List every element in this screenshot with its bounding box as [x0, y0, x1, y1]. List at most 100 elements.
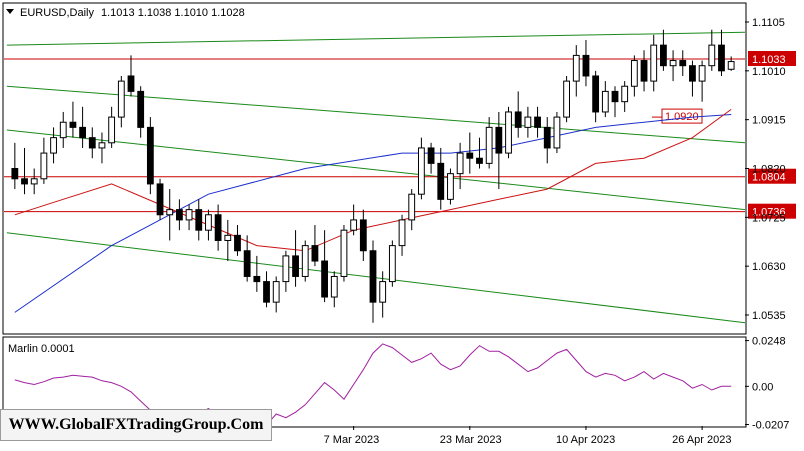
chart-symbol: EURUSD,Daily [20, 7, 94, 19]
candle-body [40, 152, 48, 180]
candle-body [447, 173, 454, 200]
y-tick-label: 1.1010 [752, 66, 786, 78]
candle-body [185, 209, 193, 221]
channel-line [6, 129, 746, 211]
y-tick-label: 1.0915 [752, 115, 786, 127]
marlin-layer [14, 343, 732, 428]
candle-body [137, 90, 145, 128]
candle-body [650, 44, 658, 82]
candle-body [330, 275, 338, 298]
candle-body [350, 219, 358, 231]
x-tick-label: 7 Mar 2023 [324, 434, 380, 446]
candle-body [563, 80, 571, 118]
candle-body [59, 121, 67, 139]
candle-body [388, 245, 396, 283]
candle-body [108, 116, 116, 144]
candle-body [156, 183, 164, 216]
candle-body [282, 255, 290, 283]
candle-body [669, 60, 677, 67]
marlin-line [14, 343, 732, 428]
candle-body [456, 152, 464, 175]
moving-averages-layer [14, 108, 732, 313]
candle-body [30, 178, 38, 185]
price-level-label: 1.1033 [752, 54, 786, 66]
candle-body [630, 60, 638, 87]
marlin-title: Marlin 0.0001 [8, 343, 75, 355]
candle-body [621, 85, 629, 103]
candle-body [195, 209, 203, 231]
x-tick-label: 23 Mar 2023 [440, 434, 502, 446]
candle-body [166, 209, 174, 216]
price-level-label: 1.0804 [752, 172, 786, 184]
candle-body [340, 229, 348, 277]
candle-body [611, 90, 619, 103]
channel-line [6, 85, 746, 144]
marlin-pane-frame [2, 336, 747, 428]
candle-body [727, 61, 735, 70]
chevron-down-icon[interactable] [6, 9, 14, 14]
candle-body [572, 54, 580, 82]
price-level-tag [748, 168, 796, 184]
candle-body [485, 126, 493, 164]
watermark-banner: WWW.GlobalFXTradingGroup.Com [0, 409, 272, 441]
price-level-tag [748, 51, 796, 67]
candle-body [79, 126, 87, 139]
candle-body [301, 245, 309, 277]
candle-body [689, 65, 696, 82]
candle-body [640, 60, 648, 82]
candle-body [524, 116, 532, 128]
candle-body [592, 75, 600, 113]
candle-body [50, 137, 57, 154]
candle-body [553, 116, 561, 149]
y-tick-label: 1.1105 [752, 17, 785, 29]
candle-body [698, 65, 706, 82]
candle-body [234, 234, 241, 252]
candle-body [659, 44, 667, 67]
candle-body [495, 126, 503, 154]
candle-body [69, 121, 77, 128]
candle-body [427, 147, 435, 164]
candle-body [224, 234, 232, 241]
candle-body [11, 168, 19, 180]
y-tick-label: 1.0535 [752, 310, 786, 322]
candle-body [601, 90, 609, 113]
price-level-label: 1.0736 [752, 207, 786, 219]
candle-body [117, 80, 125, 118]
candle-body [359, 219, 367, 252]
candle-body [88, 137, 96, 149]
moving-average-red [14, 108, 732, 252]
levels-layer: 1.0920 [4, 58, 745, 213]
candle-body [321, 260, 329, 298]
candles-layer [11, 29, 735, 323]
candle-body [679, 60, 687, 67]
candle-body [243, 250, 251, 277]
candle-body [146, 126, 154, 185]
candle-body [543, 126, 551, 149]
candle-body [398, 219, 406, 247]
candle-body [311, 245, 319, 262]
candle-body [21, 178, 28, 185]
channel-line [6, 31, 746, 46]
candle-body [175, 209, 183, 221]
candle-body [417, 147, 425, 195]
candle-body [476, 157, 483, 164]
candle-body [708, 44, 716, 67]
price-level-tag [748, 203, 796, 219]
marlin-tick-label: -0.0207 [752, 420, 789, 432]
candle-body [127, 75, 135, 92]
y-tick-label: 1.0820 [752, 164, 786, 176]
y-tick-label: 1.0725 [752, 212, 786, 224]
candle-body [514, 111, 522, 128]
marked-value-label: 1.0920 [665, 111, 699, 123]
candle-body [408, 193, 416, 221]
moving-average-blue [14, 114, 732, 313]
channel-lines-layer [6, 31, 746, 324]
candle-body [466, 152, 474, 159]
y-tick-label: 1.0630 [752, 261, 786, 273]
candle-body [263, 281, 270, 303]
axes-layer: 1.1033 1.0804 1.0736 1.1105 1.1010 1.0915 1.08… [324, 17, 796, 446]
marlin-tick-label: 0.0248 [752, 336, 786, 348]
x-tick-label: 10 Apr 2023 [556, 434, 615, 446]
candle-body [369, 250, 377, 303]
